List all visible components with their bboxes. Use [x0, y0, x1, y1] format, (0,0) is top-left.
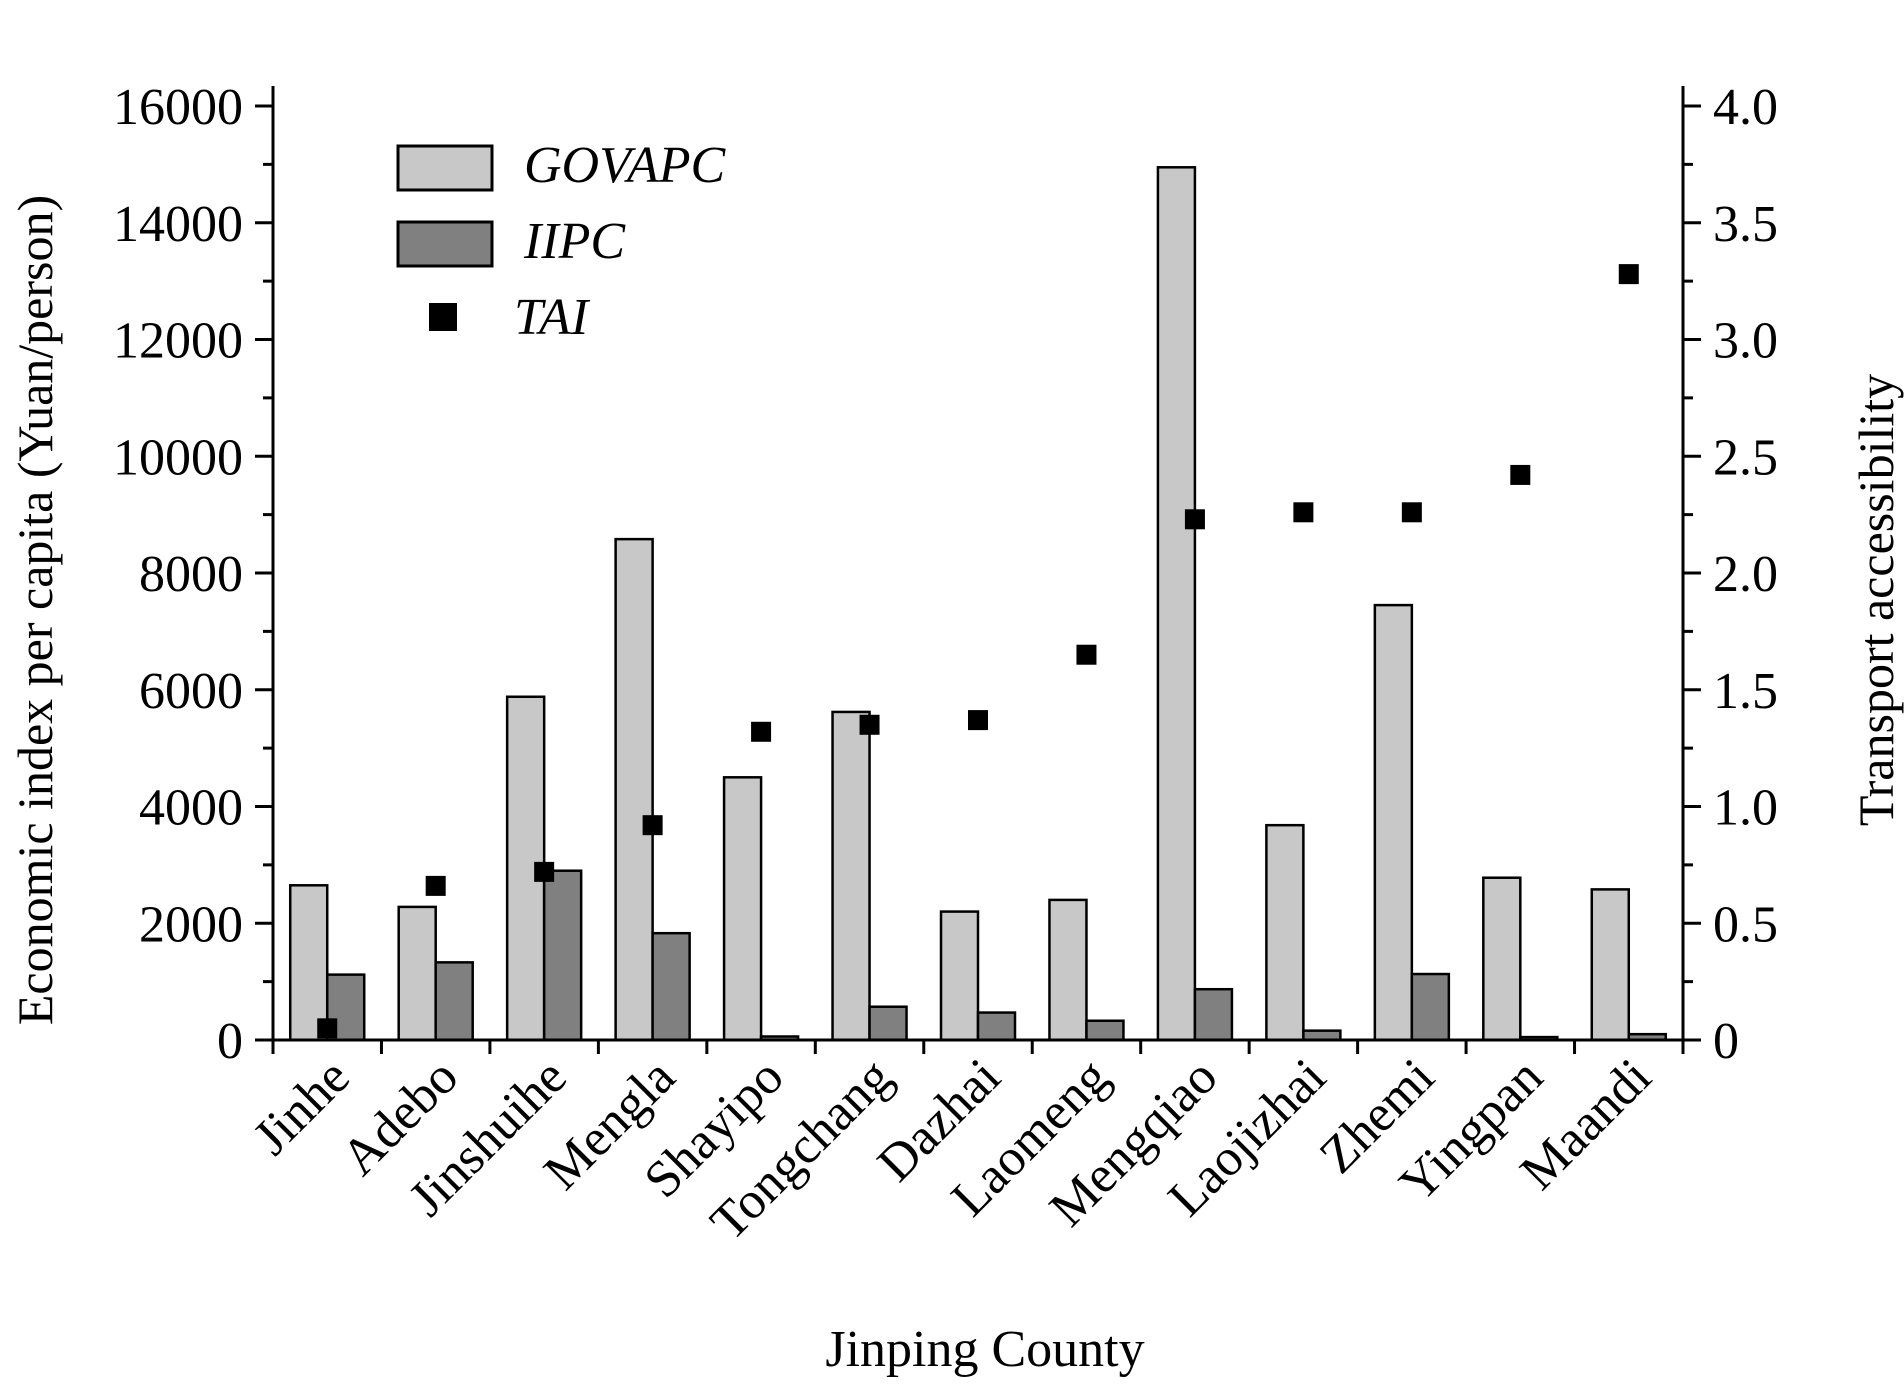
bar-govapc [1373, 603, 1414, 1042]
tai-points [317, 264, 1639, 1039]
y2-tick-label: 0 [1713, 1013, 1739, 1070]
bar-govapc [1590, 888, 1631, 1042]
bars [288, 166, 1668, 1042]
y2-axis-label: Transport accessibility [1848, 374, 1904, 826]
point-tai [1184, 509, 1205, 530]
bar-govapc [939, 910, 980, 1042]
legend-label-iipc: IIPC [523, 213, 626, 270]
point-tai [1076, 644, 1097, 665]
y-tick-label: 2000 [139, 896, 243, 953]
axes: 0 2000 4000 6000 8000 10000 12000 14000 16000 0 0.… [113, 79, 1778, 1251]
y-tick-label: 8000 [139, 546, 243, 603]
bar-iipc [434, 961, 474, 1042]
point-tai [859, 714, 880, 735]
legend-marker-tai [429, 303, 457, 331]
bar-iipc [542, 869, 583, 1042]
bar-govapc [1048, 898, 1088, 1042]
point-tai [968, 710, 988, 731]
bar-govapc [1156, 166, 1197, 1042]
bar-iipc [868, 1005, 908, 1042]
point-tai [425, 875, 446, 896]
y-tick-label: 6000 [139, 663, 243, 720]
bar-iipc [1410, 972, 1451, 1042]
y-tick-label: 10000 [113, 429, 243, 486]
y2-tick-label: 1.0 [1713, 780, 1778, 837]
y2-tick-label: 1.5 [1713, 663, 1778, 720]
legend-swatch-iipc [396, 220, 494, 268]
y-tick-label: 14000 [113, 196, 243, 253]
point-tai [1510, 464, 1531, 485]
bar-govapc [831, 710, 871, 1042]
y-tick-label: 16000 [113, 79, 243, 136]
y2-tick-label: 2.5 [1713, 429, 1778, 486]
bar-govapc [1482, 876, 1522, 1042]
legend-label-tai: TAI [514, 289, 591, 346]
bar-iipc [1085, 1019, 1125, 1042]
bar-iipc [651, 931, 691, 1042]
y-tick-label: 4000 [139, 780, 243, 837]
bar-govapc [397, 905, 437, 1042]
x-axis-label: Jinping County [825, 1321, 1144, 1378]
point-tai [317, 1018, 338, 1039]
bar-govapc [1265, 823, 1305, 1042]
y2-tick-label: 0.5 [1713, 896, 1778, 953]
bar-govapc [288, 884, 329, 1042]
bar-iipc [1193, 987, 1234, 1042]
bar-iipc [976, 1011, 1017, 1042]
bar-govapc [722, 776, 763, 1042]
bar-govapc [614, 537, 654, 1042]
y2-tick-label: 3.0 [1713, 313, 1778, 370]
y2-tick-label: 3.5 [1713, 196, 1778, 253]
point-tai [1401, 502, 1422, 523]
point-tai [534, 861, 555, 882]
y-tick-label: 0 [217, 1013, 243, 1070]
y2-tick-label: 4.0 [1713, 79, 1778, 136]
point-tai [1618, 264, 1639, 285]
y-axis-label: Economic index per capita (Yuan/person) [7, 195, 63, 1025]
point-tai [1293, 502, 1314, 523]
y2-tick-label: 2.0 [1713, 546, 1778, 603]
point-tai [751, 721, 772, 742]
legend: GOVAPC IIPC TAI [396, 137, 727, 346]
point-tai [642, 815, 663, 836]
legend-label-govapc: GOVAPC [524, 137, 727, 194]
y-tick-label: 12000 [113, 313, 243, 370]
legend-swatch-govapc [396, 144, 494, 192]
